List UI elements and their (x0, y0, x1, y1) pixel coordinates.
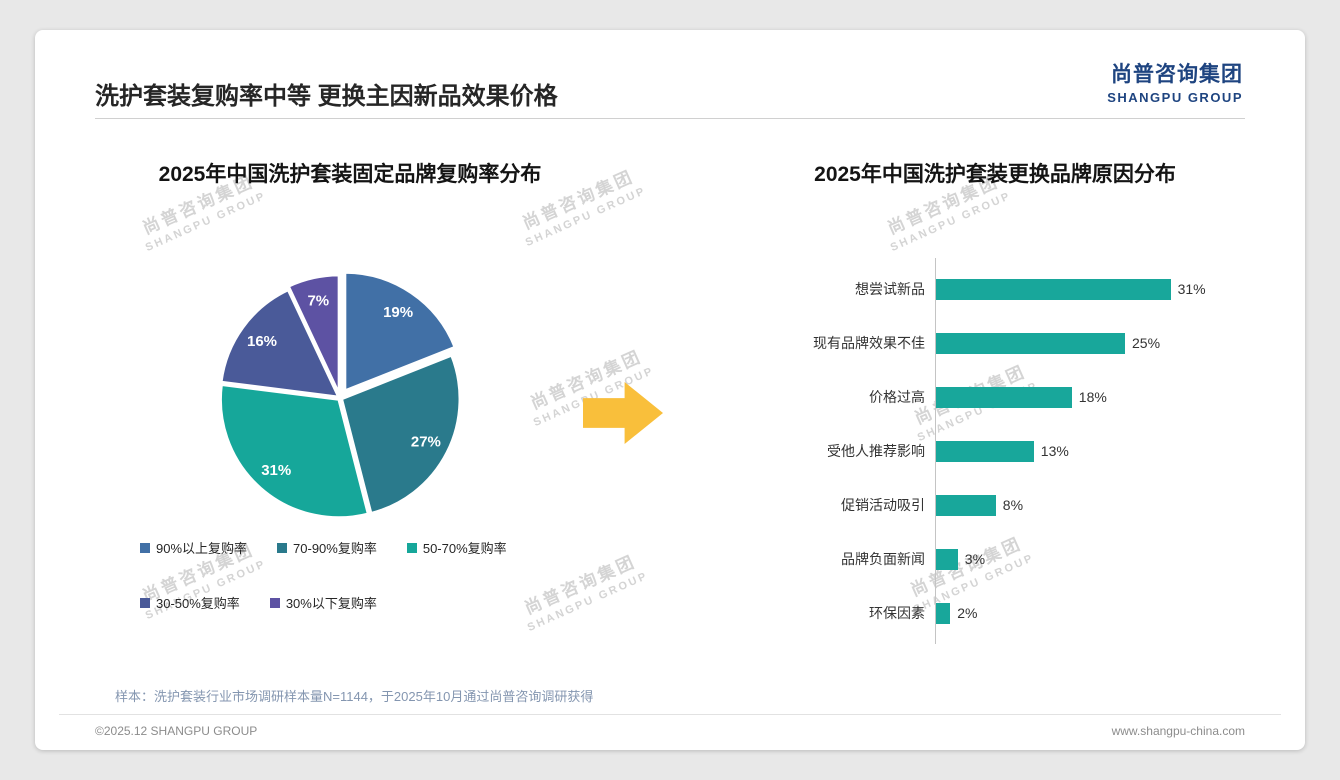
bar-category-label: 环保因素 (869, 605, 925, 621)
legend-item: 50-70%复购率 (406, 538, 507, 557)
bar (935, 602, 951, 624)
pie-slice-1 (340, 354, 462, 515)
pie-data-label: 19% (383, 304, 413, 321)
legend-label: 90%以上复购率 (156, 541, 248, 556)
bar-value-label: 13% (1040, 443, 1069, 459)
bar (935, 386, 1072, 408)
watermark-text-en: SHANGPU GROUP (143, 189, 269, 254)
bar-value-label: 31% (1177, 281, 1206, 297)
bar-chart-title: 2025年中国洗护套装更换品牌原因分布 (814, 163, 1176, 186)
logo-text-cn: 尚普咨询集团 (1111, 63, 1243, 86)
bar-row: 促销活动吸引 8% (703, 478, 1283, 532)
bar-category-label: 想尝试新品 (855, 281, 925, 297)
bar (935, 548, 958, 570)
pie-slice-2 (219, 383, 370, 519)
watermark-text-en: SHANGPU GROUP (523, 184, 649, 249)
bar (935, 440, 1034, 462)
slide-card: 尚普咨询集团 SHANGPU GROUP 尚普咨询集团 SHANGPU GROUP 尚普… (35, 30, 1305, 750)
pie-data-label: 27% (411, 433, 441, 450)
pie-slice-4 (287, 273, 341, 395)
legend-label: 30%以下复购率 (285, 596, 377, 611)
bar-value-label: 18% (1078, 389, 1107, 405)
bar-value-label: 3% (964, 551, 986, 567)
bar-value-label: 2% (957, 605, 978, 621)
legend-label: 50-70%复购率 (422, 541, 507, 556)
bar-value-label: 25% (1132, 335, 1161, 351)
bar-row: 现有品牌效果不佳 25% (703, 316, 1283, 370)
legend-item: 30%以下复购率 (269, 593, 377, 612)
legend-item: 70-90%复购率 (277, 538, 377, 557)
legend-marker (269, 597, 280, 608)
bar-category-label: 品牌负面新闻 (841, 551, 925, 567)
bar-category-label: 现有品牌效果不佳 (813, 335, 925, 351)
legend-marker (140, 542, 150, 553)
legend-marker (277, 542, 288, 553)
footer-divider (59, 714, 1281, 715)
bar-row: 想尝试新品 31% (703, 262, 1283, 316)
legend-item: 90%以上复购率 (140, 538, 247, 557)
bar-value-label: 8% (1002, 497, 1024, 513)
bar-category-label: 价格过高 (869, 389, 925, 405)
pie-data-label: 7% (307, 292, 329, 309)
bar (935, 278, 1171, 300)
footnote: 样本：洗护套装行业市场调研样本量N=1144，于2025年10月通过尚普咨询调研… (115, 689, 594, 704)
pie-data-label: 31% (261, 462, 291, 479)
bar (935, 494, 996, 516)
legend-marker (406, 542, 417, 553)
pie-slice-3 (220, 288, 340, 399)
bar-category-label: 促销活动吸引 (841, 497, 925, 513)
footer-url: www.shangpu-china.com (1111, 724, 1245, 738)
page-title: 洗护套装复购率中等 更换主因新品效果价格 (95, 83, 558, 110)
legend-label: 70-90%复购率 (293, 541, 377, 556)
legend-marker (140, 597, 150, 608)
pie-slice-0 (343, 271, 457, 392)
bar-row: 受他人推荐影响 13% (703, 424, 1283, 478)
pie-chart: 19% 27% 31% 16% 7% (219, 271, 462, 519)
bar-row: 品牌负面新闻 3% (703, 532, 1283, 586)
bar-row: 环保因素 2% (703, 586, 1283, 640)
bar-chart: 想尝试新品 31% 现有品牌效果不佳 25% 价格过高 18% 受他人推荐影响 13% 促销活动… (703, 258, 1283, 644)
watermark-text-en: SHANGPU GROUP (888, 189, 1014, 254)
bar-category-label: 受他人推荐影响 (827, 443, 925, 459)
logo-text-en: SHANGPU GROUP (1107, 90, 1243, 105)
bar (935, 332, 1125, 354)
legend-label: 30-50%复购率 (156, 596, 240, 611)
company-logo: 尚普咨询集团 SHANGPU GROUP (1107, 58, 1243, 105)
bar-chart-axis (935, 258, 936, 644)
header-divider (95, 118, 1245, 119)
pie-data-label: 16% (247, 333, 277, 350)
pie-legend: 90%以上复购率 70-90%复购率 50-70%复购率 30-50%复购率 30%以下… (140, 538, 580, 612)
arrow-right-icon (583, 382, 663, 444)
bar-row: 价格过高 18% (703, 370, 1283, 424)
pie-chart-title: 2025年中国洗护套装固定品牌复购率分布 (158, 163, 542, 186)
legend-item: 30-50%复购率 (140, 593, 240, 612)
footer-copyright: ©2025.12 SHANGPU GROUP (95, 724, 258, 738)
